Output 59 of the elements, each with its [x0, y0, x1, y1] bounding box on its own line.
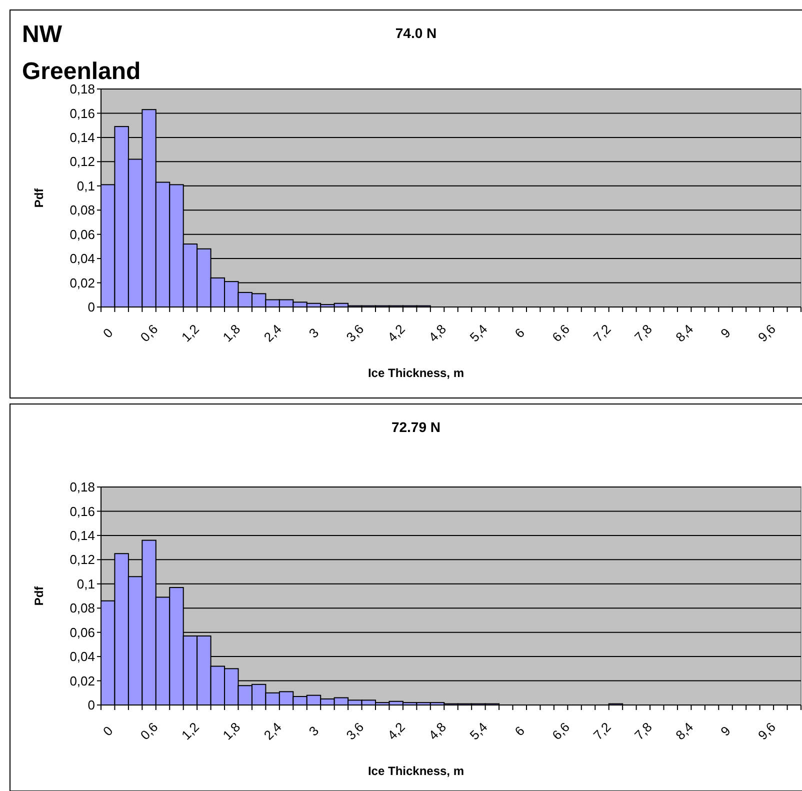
- x-tick-label: 1,8: [220, 719, 244, 743]
- x-tick-label: 7,2: [590, 719, 614, 743]
- x-axis-title: Ice Thickness, m: [368, 366, 464, 380]
- y-tick-label: 0,12: [70, 552, 95, 568]
- x-tick-label: 0,6: [137, 719, 161, 743]
- y-tick-label: 0,16: [70, 504, 95, 519]
- x-tick-label: 2,4: [260, 719, 284, 743]
- x-tick-label: 4,2: [384, 719, 408, 743]
- x-tick-label: 9,6: [755, 321, 778, 345]
- x-tick-label: 3,6: [343, 321, 367, 345]
- y-tick-label: 0,08: [70, 600, 95, 616]
- x-tick-label: 6,6: [549, 321, 573, 345]
- y-tick-label: 0,12: [70, 154, 95, 170]
- x-tick-label: 6,6: [549, 719, 573, 743]
- x-tick-label: 4,8: [426, 321, 450, 345]
- x-tick-label: 4,2: [384, 321, 408, 345]
- x-tick-label: 3: [306, 325, 322, 341]
- chart-title: 74.0 N: [395, 25, 437, 41]
- y-tick-label: 0,16: [70, 106, 95, 121]
- y-tick-label: 0,18: [70, 480, 95, 495]
- y-tick-label: 0,04: [70, 649, 95, 664]
- x-tick-label: 5,4: [466, 719, 490, 743]
- y-tick-label: 0,1: [76, 178, 95, 194]
- y-axis-title: Pdf: [32, 585, 46, 606]
- x-tick-label: 3: [306, 723, 322, 739]
- x-tick-label: 5,4: [466, 321, 490, 345]
- x-tick-label: 9: [718, 723, 734, 739]
- y-tick-label: 0,06: [70, 624, 95, 640]
- x-tick-label: 3,6: [343, 719, 367, 743]
- y-tick-label: 0,02: [70, 275, 95, 290]
- x-tick-label: 8,4: [672, 719, 696, 743]
- x-tick-label: 2,4: [260, 321, 284, 345]
- x-tick-label: 1,2: [178, 321, 202, 345]
- y-axis-title: Pdf: [32, 187, 46, 208]
- y-tick-label: 0: [88, 698, 95, 713]
- x-tick-label: 9,6: [755, 719, 778, 743]
- x-tick-label: 0,6: [137, 321, 161, 345]
- x-tick-label: 0: [100, 325, 116, 341]
- x-tick-label: 9: [718, 325, 734, 341]
- y-tick-label: 0,14: [70, 130, 95, 145]
- x-tick-label: 7,8: [631, 719, 655, 743]
- chart-title: 72.79 N: [391, 419, 441, 435]
- x-tick-label: 1,8: [220, 321, 244, 345]
- y-tick-label: 0,06: [70, 226, 95, 242]
- y-tick-label: 0,02: [70, 673, 95, 688]
- x-tick-label: 1,2: [178, 719, 202, 743]
- x-tick-label: 8,4: [672, 321, 696, 345]
- y-tick-label: 0: [88, 300, 95, 315]
- x-tick-label: 6: [512, 723, 528, 739]
- y-tick-label: 0,04: [70, 251, 95, 266]
- x-tick-label: 6: [512, 325, 528, 341]
- y-tick-label: 0,14: [70, 528, 95, 543]
- x-tick-label: 7,2: [590, 321, 614, 345]
- x-tick-label: 7,8: [631, 321, 655, 345]
- y-tick-label: 0,08: [70, 202, 95, 218]
- x-tick-label: 0: [100, 723, 116, 739]
- y-tick-label: 0,1: [76, 576, 95, 592]
- x-tick-label: 4,8: [426, 719, 450, 743]
- x-axis-title: Ice Thickness, m: [368, 764, 464, 778]
